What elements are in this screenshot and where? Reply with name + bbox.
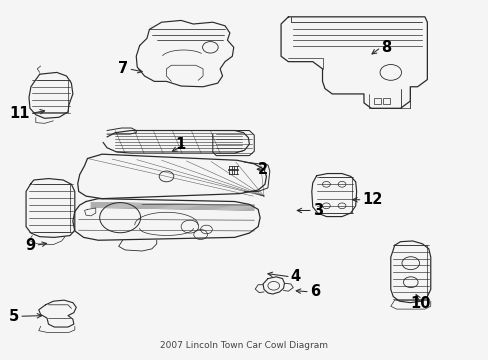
Text: 5: 5 xyxy=(9,309,19,324)
Text: 10: 10 xyxy=(410,296,430,311)
Bar xyxy=(383,98,389,104)
Text: 11: 11 xyxy=(9,106,30,121)
Text: 7: 7 xyxy=(118,61,128,76)
Text: 8: 8 xyxy=(380,40,390,55)
Text: 1: 1 xyxy=(175,137,185,152)
Text: 4: 4 xyxy=(290,269,300,284)
Text: 2: 2 xyxy=(257,162,267,177)
Text: 3: 3 xyxy=(312,203,322,218)
Text: 2007 Lincoln Town Car Cowl Diagram: 2007 Lincoln Town Car Cowl Diagram xyxy=(160,341,328,350)
Text: 12: 12 xyxy=(362,192,382,207)
Text: 9: 9 xyxy=(26,238,36,253)
Text: 6: 6 xyxy=(309,284,319,300)
Bar xyxy=(373,98,380,104)
